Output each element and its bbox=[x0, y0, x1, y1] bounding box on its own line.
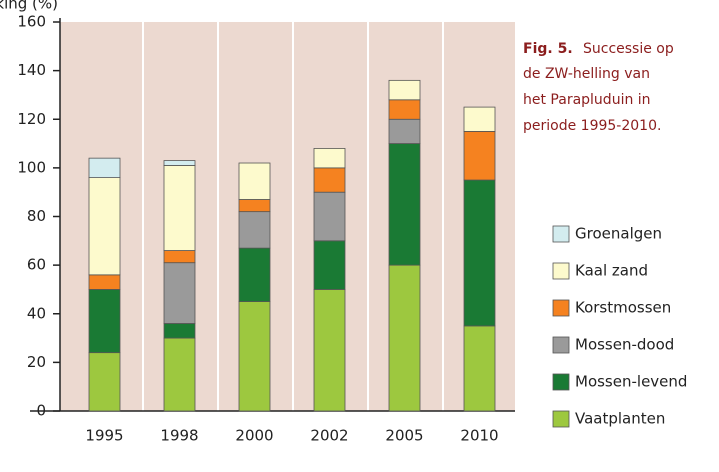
bar-segment bbox=[388, 99, 421, 120]
bar-segment bbox=[313, 148, 346, 169]
bar-segment bbox=[88, 352, 121, 412]
legend-swatch bbox=[552, 225, 570, 243]
bar-segment bbox=[238, 211, 271, 249]
y-tick-label: 20 bbox=[27, 353, 46, 371]
bar-segment bbox=[388, 143, 421, 266]
bar-segment bbox=[463, 325, 496, 412]
bar-segment bbox=[463, 131, 496, 181]
legend-swatch bbox=[552, 410, 570, 428]
bar-segment bbox=[88, 289, 121, 354]
bar-segment bbox=[163, 337, 196, 412]
bar-segment bbox=[238, 199, 271, 213]
bar-segment bbox=[313, 191, 346, 242]
bar-segment bbox=[388, 264, 421, 412]
bar-segment bbox=[163, 165, 196, 251]
y-tick-label: 80 bbox=[27, 207, 46, 225]
bar-segment bbox=[238, 301, 271, 412]
legend-label: Korstmossen bbox=[575, 299, 671, 317]
caption-line: Successie op bbox=[583, 41, 674, 57]
bar-segment bbox=[463, 179, 496, 327]
bar-segment bbox=[238, 162, 271, 200]
legend-swatch bbox=[552, 336, 570, 354]
bar-segment bbox=[388, 79, 421, 101]
y-axis-label: Bedekking (%) bbox=[0, 0, 58, 13]
y-tick-label: 160 bbox=[17, 13, 46, 31]
caption-label: Fig. 5. bbox=[523, 41, 573, 57]
x-tick-label: 2005 bbox=[385, 427, 423, 445]
x-tick-label: 2000 bbox=[235, 427, 273, 445]
x-tick-label: 2010 bbox=[460, 427, 498, 445]
bar-segment bbox=[163, 323, 196, 339]
bar-segment bbox=[88, 177, 121, 276]
y-tick-label: 0 bbox=[36, 402, 46, 420]
bar-segment bbox=[163, 160, 196, 166]
x-tick-label: 2002 bbox=[310, 427, 348, 445]
y-tick-label: 40 bbox=[27, 304, 46, 322]
y-tick-label: 60 bbox=[27, 256, 46, 274]
legend-swatch bbox=[552, 262, 570, 280]
y-tick-label: 140 bbox=[17, 61, 46, 79]
bar-segment bbox=[163, 250, 196, 264]
y-tick-label: 100 bbox=[17, 158, 46, 176]
bar-segment bbox=[313, 289, 346, 412]
bar-segment bbox=[388, 118, 421, 144]
x-tick-label: 1995 bbox=[85, 427, 123, 445]
legend-swatch bbox=[552, 373, 570, 391]
legend-label: Groenalgen bbox=[575, 225, 662, 243]
legend-label: Kaal zand bbox=[575, 262, 648, 280]
y-tick-label: 120 bbox=[17, 110, 46, 128]
bar-segment bbox=[463, 106, 496, 132]
caption-line: de ZW-helling van bbox=[523, 66, 650, 82]
bar-segment bbox=[88, 274, 121, 290]
caption-line: periode 1995-2010. bbox=[523, 118, 661, 134]
legend-label: Mossen-levend bbox=[575, 373, 687, 391]
bar-segment bbox=[88, 157, 121, 178]
legend-label: Mossen-dood bbox=[575, 336, 674, 354]
bar-segment bbox=[238, 247, 271, 302]
bar-segment bbox=[163, 262, 196, 324]
legend-swatch bbox=[552, 299, 570, 317]
bar-segment bbox=[313, 240, 346, 290]
plot-background bbox=[60, 22, 515, 411]
bar-segment bbox=[313, 167, 346, 193]
x-tick-label: 1998 bbox=[160, 427, 198, 445]
caption-line: het Parapluduin in bbox=[523, 92, 651, 108]
legend-label: Vaatplanten bbox=[575, 410, 665, 428]
